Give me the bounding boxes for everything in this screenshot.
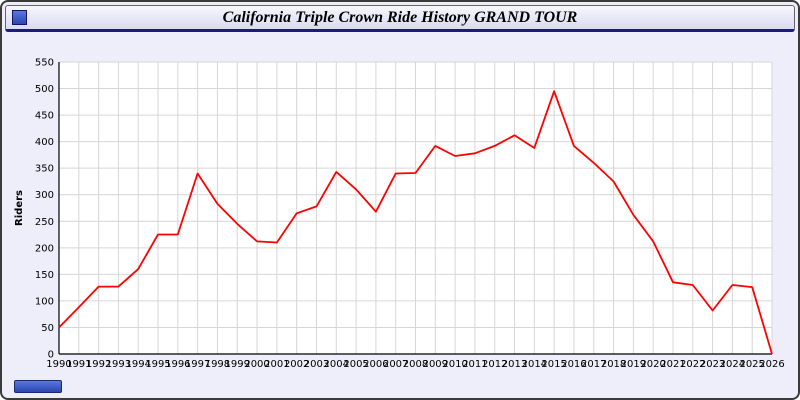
svg-text:250: 250 (35, 217, 54, 228)
svg-text:400: 400 (35, 137, 54, 148)
svg-text:1996: 1996 (165, 359, 190, 370)
svg-text:2001: 2001 (264, 359, 289, 370)
svg-text:2007: 2007 (383, 359, 408, 370)
svg-text:200: 200 (35, 243, 54, 254)
svg-text:2026: 2026 (759, 359, 784, 370)
window-icon (12, 10, 27, 25)
svg-text:2002: 2002 (284, 359, 309, 370)
svg-text:2000: 2000 (244, 359, 269, 370)
chart-title: California Triple Crown Ride History GRA… (222, 9, 578, 26)
svg-text:2023: 2023 (700, 359, 725, 370)
x-axis-labels: 1990199119921993199419951996199719981999… (46, 359, 784, 370)
svg-text:2024: 2024 (720, 359, 745, 370)
svg-text:2025: 2025 (739, 359, 764, 370)
svg-text:350: 350 (35, 164, 54, 175)
svg-text:2011: 2011 (462, 359, 487, 370)
svg-text:1993: 1993 (106, 359, 131, 370)
svg-text:1999: 1999 (225, 359, 250, 370)
svg-text:2019: 2019 (621, 359, 646, 370)
svg-text:2018: 2018 (601, 359, 626, 370)
y-axis-labels: 0 50 100 150 200 250 300 350 400 450 500 550 (35, 58, 54, 361)
line-chart: 0501001502002503003504004505005501990199… (14, 58, 785, 371)
svg-text:2006: 2006 (363, 359, 388, 370)
svg-text:1995: 1995 (145, 359, 170, 370)
svg-text:2013: 2013 (502, 359, 527, 370)
series-line (58, 90, 773, 355)
bottom-badge[interactable] (14, 380, 62, 393)
svg-text:1998: 1998 (205, 359, 230, 370)
svg-text:0: 0 (48, 350, 54, 361)
svg-text:1991: 1991 (66, 359, 91, 370)
svg-text:50: 50 (41, 323, 54, 334)
svg-text:150: 150 (35, 270, 54, 281)
chart-panel: 0 50 100 150 200 250 300 350 400 450 500 550 1990 199… (10, 44, 794, 378)
svg-text:2020: 2020 (640, 359, 665, 370)
svg-text:2015: 2015 (541, 359, 566, 370)
svg-text:100: 100 (35, 296, 54, 307)
svg-text:1990: 1990 (46, 359, 71, 370)
svg-text:2022: 2022 (680, 359, 705, 370)
svg-text:1997: 1997 (185, 359, 210, 370)
svg-text:2009: 2009 (423, 359, 448, 370)
svg-text:550: 550 (35, 58, 54, 69)
axes (58, 62, 772, 355)
svg-text:2017: 2017 (581, 359, 606, 370)
grid-lines (59, 61, 773, 354)
svg-text:1994: 1994 (125, 359, 150, 370)
svg-text:2012: 2012 (482, 359, 507, 370)
svg-text:1992: 1992 (86, 359, 111, 370)
svg-text:2016: 2016 (561, 359, 586, 370)
svg-text:2005: 2005 (343, 359, 368, 370)
svg-text:2021: 2021 (660, 359, 685, 370)
title-bar: California Triple Crown Ride History GRA… (5, 5, 795, 32)
y-axis-title: Riders (14, 190, 25, 226)
svg-text:300: 300 (35, 190, 54, 201)
svg-text:2010: 2010 (442, 359, 467, 370)
svg-text:450: 450 (35, 111, 54, 122)
svg-text:2014: 2014 (522, 359, 547, 370)
svg-text:2003: 2003 (304, 359, 329, 370)
svg-text:2008: 2008 (403, 359, 428, 370)
svg-text:2004: 2004 (324, 359, 349, 370)
svg-text:500: 500 (35, 84, 54, 95)
